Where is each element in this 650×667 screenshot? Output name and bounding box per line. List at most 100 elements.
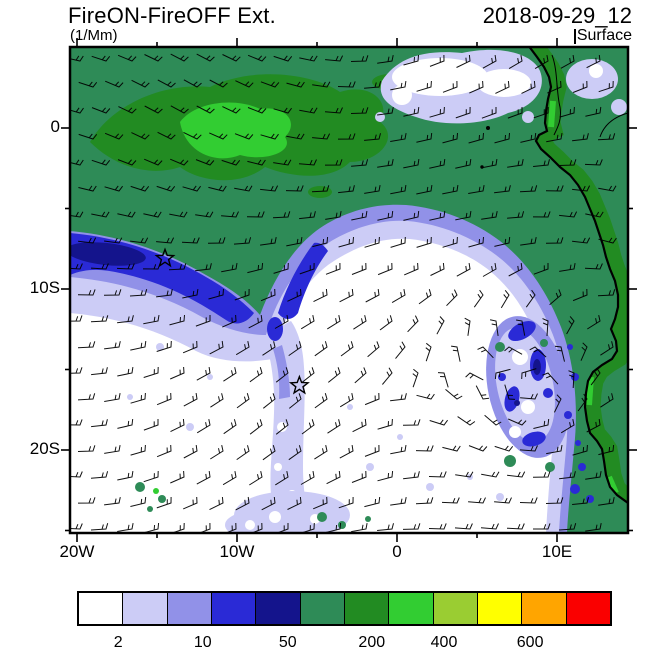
inland-low-patch — [589, 64, 603, 78]
colorbar-tick-label: 50 — [278, 634, 297, 651]
eddy-teal-fleck — [504, 455, 516, 467]
colorbar-tick-label: 600 — [516, 634, 544, 651]
country-border — [599, 112, 628, 138]
eddy-teal-fleck — [495, 342, 505, 352]
x-axis-label: 20W — [59, 542, 95, 561]
coastline — [528, 47, 628, 504]
eddy-speckle — [509, 426, 521, 438]
eddy-blue — [543, 388, 553, 398]
teal-fleck — [338, 521, 346, 529]
blue-node-channel-top — [267, 317, 283, 341]
valid-time-label: 2018-09-29_12 — [482, 3, 632, 28]
level-label-row: Surface — [573, 27, 632, 45]
y-axis-label: 10S — [29, 278, 60, 297]
map-area — [60, 37, 638, 543]
rim-fleck — [186, 423, 194, 431]
colorbar-cell — [388, 593, 433, 624]
eddy-blue — [570, 484, 580, 494]
low-value-core — [70, 238, 554, 533]
wind-barbs-layer — [70, 53, 617, 533]
eddy-teal-fleck — [545, 462, 555, 472]
y-axis-label: 20S — [29, 439, 60, 458]
navy-core-west — [70, 242, 146, 266]
rim-fleck — [426, 483, 434, 491]
channel-band — [266, 321, 313, 533]
colorbar — [77, 591, 612, 626]
eddy-blue — [571, 373, 579, 381]
rim-fleck — [127, 394, 133, 400]
y-axis-label: 0 — [50, 117, 60, 136]
rim-fleck — [366, 463, 374, 471]
axis-ticks-layer — [61, 38, 637, 542]
coastal-low-core — [392, 85, 412, 105]
x-axis-label: 0 — [392, 542, 402, 561]
eddy-blue — [522, 431, 546, 447]
eddy-speckle — [521, 400, 535, 414]
eddy-blue — [508, 321, 536, 341]
plot-title: FireON-FireOFF Ext. — [68, 3, 276, 28]
star-markers-layer — [154, 247, 310, 395]
star-marker — [288, 374, 310, 395]
coastal-bright-segment — [586, 376, 594, 406]
x-axis-label: 10W — [219, 542, 255, 561]
teal-fleck — [158, 495, 166, 503]
eddy-speckle — [512, 349, 528, 365]
level-tick-mark — [573, 28, 576, 44]
colorbar-tick-label: 2 — [113, 634, 123, 651]
units-label: (1/Mm) — [70, 27, 118, 44]
highest-value-core — [180, 102, 291, 159]
coastal-low-core — [392, 58, 488, 96]
eddy-blue — [564, 411, 572, 419]
rim-fleck — [347, 404, 353, 410]
plot-frame — [68, 45, 630, 535]
rim-fleck — [156, 343, 164, 351]
eddy-blue — [578, 463, 586, 471]
coastal-bright-segment — [548, 100, 556, 128]
contour-field-layer — [70, 47, 628, 533]
channel-speckle — [277, 422, 287, 432]
colorbar-cell — [299, 593, 344, 624]
colorbar-cell — [476, 593, 522, 624]
teal-fleck — [365, 516, 371, 522]
colorbar-tick-label: 10 — [193, 634, 212, 651]
colorbar-tick-label: 400 — [430, 634, 458, 651]
eddy-navy — [533, 359, 541, 375]
teal-fleck — [147, 506, 153, 512]
rim-fleck — [496, 493, 504, 501]
island-dot — [486, 126, 490, 130]
colorbar-cell — [255, 593, 300, 624]
eddy-teal-fleck — [540, 339, 548, 347]
colorbar-cell — [166, 593, 211, 624]
eddy-blue — [567, 344, 573, 350]
colorbar-cell — [521, 593, 566, 624]
eddy-navy — [514, 400, 520, 406]
rim-fleck — [207, 374, 213, 380]
colorbar-cell — [432, 593, 477, 624]
channel-speckle — [269, 511, 281, 523]
eddy-blue — [575, 440, 581, 446]
x-axis-label: 10E — [541, 542, 573, 561]
inland-low-patch — [611, 99, 627, 115]
colorbar-cell — [210, 593, 256, 624]
channel-speckle — [274, 463, 282, 471]
coastal-bright-segment — [606, 475, 619, 495]
channel-speckle — [245, 520, 255, 530]
green-fleck — [153, 488, 159, 494]
rim-fleck — [375, 112, 385, 122]
contour-map-svg — [61, 38, 637, 542]
colorbar-cell — [122, 593, 167, 624]
colorbar-cell — [343, 593, 389, 624]
high-value-fleck — [308, 186, 332, 198]
rim-fleck — [397, 434, 403, 440]
star-marker — [154, 247, 176, 268]
coastal-low-core — [477, 69, 531, 97]
rim-fleck — [522, 111, 534, 123]
level-label: Surface — [576, 27, 632, 44]
teal-fleck — [135, 482, 145, 492]
country-border — [551, 54, 561, 136]
teal-fleck — [317, 512, 327, 522]
colorbar-tick-label: 200 — [358, 634, 386, 651]
inland-low-patch — [566, 59, 618, 99]
high-value-fleck — [360, 137, 380, 147]
